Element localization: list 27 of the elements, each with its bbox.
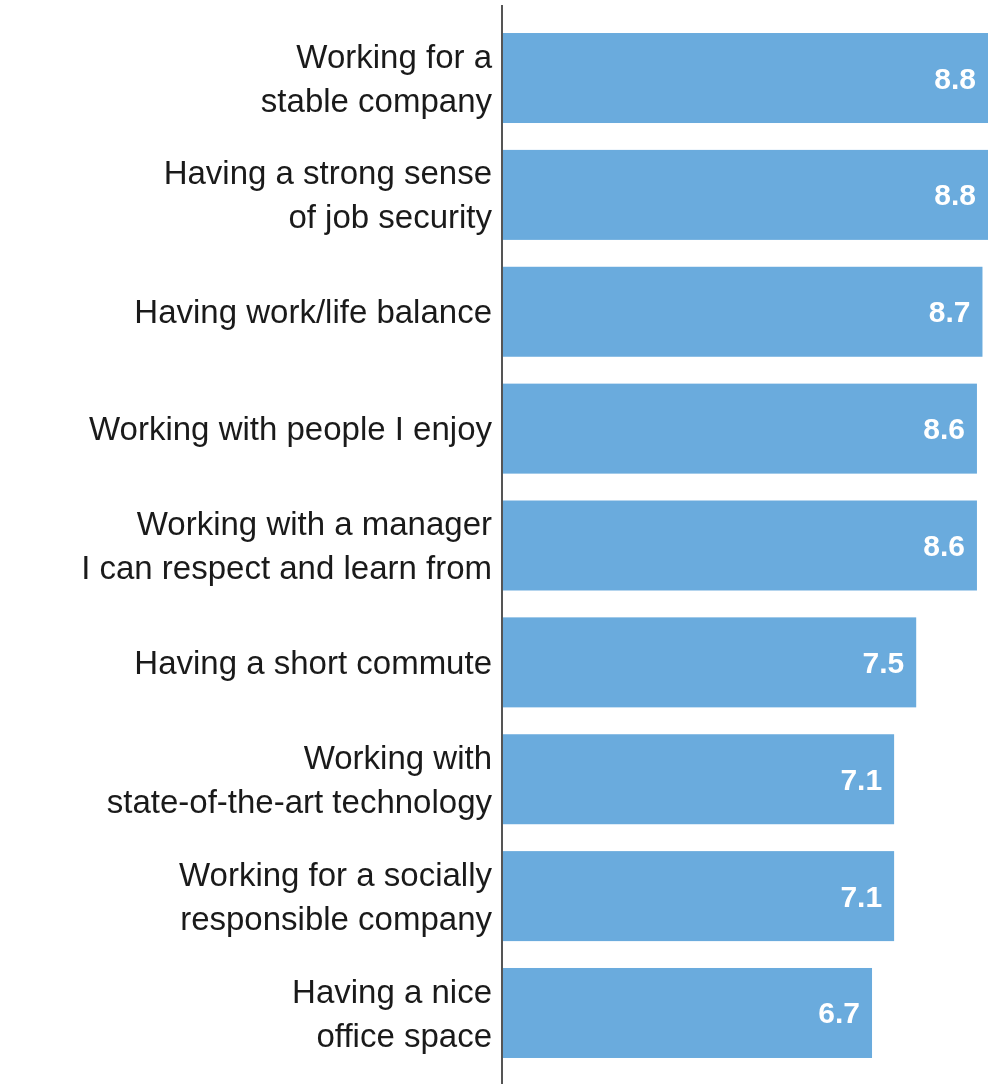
bar (502, 33, 988, 124)
data-label: 6.7 (818, 996, 861, 1030)
y-tick-label: Working for a stable company (260, 37, 493, 119)
data-label: 7.1 (840, 879, 883, 913)
data-label: 8.6 (923, 412, 965, 446)
bar (502, 383, 977, 474)
y-tick-label: Working with people I enjoy (89, 410, 493, 448)
y-tick-label: Having a nice office space (292, 972, 492, 1054)
bar (502, 149, 988, 240)
data-label: 8.8 (934, 178, 976, 212)
bar (502, 967, 873, 1058)
y-tick-label: Having work/life balance (134, 293, 492, 331)
y-tick-label: Having a short commute (134, 643, 492, 681)
data-label: 8.6 (923, 529, 965, 562)
bar (502, 734, 895, 825)
y-tick-label: Working with a manager I can respect and learn from (81, 505, 493, 587)
bar (502, 851, 895, 942)
y-tick-label: Working with state-of-the-art technology (106, 738, 493, 820)
y-tick-label: Working for a socially responsible company (178, 855, 493, 937)
data-label: 7.5 (862, 645, 905, 679)
data-label: 7.1 (840, 762, 883, 796)
data-label: 8.7 (928, 295, 971, 329)
bar (502, 266, 983, 357)
y-tick-label: Having a strong sense of job security (163, 154, 493, 236)
bar (502, 617, 917, 708)
bar (502, 500, 977, 591)
data-label: 8.8 (934, 61, 976, 95)
